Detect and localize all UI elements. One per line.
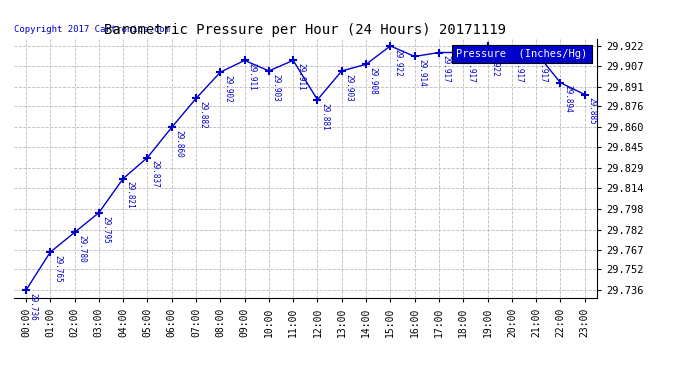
Text: 29.903: 29.903 — [344, 74, 353, 101]
Text: 29.860: 29.860 — [175, 130, 184, 158]
Title: Barometric Pressure per Hour (24 Hours) 20171119: Barometric Pressure per Hour (24 Hours) … — [104, 23, 506, 37]
Text: 29.917: 29.917 — [539, 55, 548, 83]
Text: 29.780: 29.780 — [77, 235, 86, 263]
Text: 29.837: 29.837 — [150, 160, 159, 188]
Text: 29.795: 29.795 — [101, 216, 110, 243]
Text: 29.922: 29.922 — [393, 49, 402, 76]
Text: 29.911: 29.911 — [248, 63, 257, 91]
Text: 29.914: 29.914 — [417, 59, 426, 87]
Text: 29.882: 29.882 — [199, 101, 208, 129]
Text: 29.885: 29.885 — [587, 98, 596, 125]
Text: 29.902: 29.902 — [223, 75, 232, 103]
Text: 29.908: 29.908 — [369, 67, 378, 95]
Text: 29.736: 29.736 — [29, 293, 38, 321]
Text: Copyright 2017 Cartronics.com: Copyright 2017 Cartronics.com — [14, 25, 170, 34]
Text: 29.917: 29.917 — [466, 55, 475, 83]
Text: 29.821: 29.821 — [126, 182, 135, 209]
Text: 29.903: 29.903 — [272, 74, 281, 101]
Text: 29.881: 29.881 — [320, 103, 329, 130]
Text: 29.911: 29.911 — [296, 63, 305, 91]
Text: 29.765: 29.765 — [53, 255, 62, 283]
Text: 29.922: 29.922 — [491, 49, 500, 76]
Text: 29.917: 29.917 — [515, 55, 524, 83]
Legend: Pressure  (Inches/Hg): Pressure (Inches/Hg) — [452, 45, 591, 63]
Text: 29.894: 29.894 — [563, 86, 572, 113]
Text: 29.917: 29.917 — [442, 55, 451, 83]
